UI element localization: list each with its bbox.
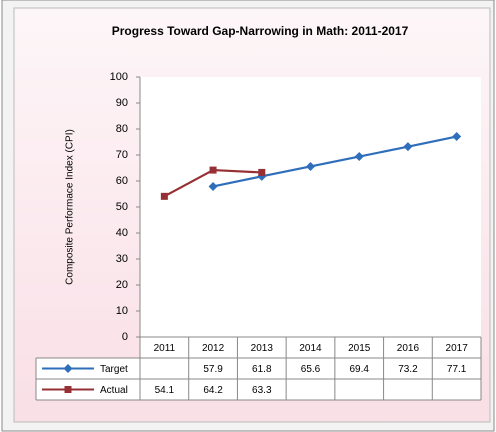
marker xyxy=(258,168,266,176)
x-tick-label: 2012 xyxy=(202,343,225,354)
table-value: 63.3 xyxy=(252,385,272,396)
legend-marker xyxy=(63,364,73,373)
chart-title: Progress Toward Gap-Narrowing in Math: 2… xyxy=(112,24,409,38)
y-tick-label: 80 xyxy=(116,123,128,135)
table-value: 64.2 xyxy=(203,385,223,396)
marker xyxy=(452,132,462,142)
x-tick-label: 2015 xyxy=(348,343,371,354)
x-tick-label: 2017 xyxy=(446,343,469,354)
table-value: 69.4 xyxy=(349,364,369,375)
table-value: 77.1 xyxy=(447,364,467,375)
y-tick-label: 30 xyxy=(116,253,128,265)
y-tick-label: 0 xyxy=(122,331,128,343)
y-tick-label: 20 xyxy=(116,279,128,291)
x-tick-label: 2016 xyxy=(397,343,420,354)
plot-area xyxy=(140,77,481,337)
y-tick-label: 10 xyxy=(116,305,128,317)
x-tick-label: 2013 xyxy=(251,343,274,354)
table-value: 61.8 xyxy=(252,364,272,375)
marker xyxy=(403,142,413,152)
marker xyxy=(208,181,218,191)
table-value: 54.1 xyxy=(155,385,175,396)
marker xyxy=(354,152,364,162)
table-value: 57.9 xyxy=(203,364,223,375)
y-tick-label: 100 xyxy=(110,71,128,83)
legend-label: Target xyxy=(100,364,128,375)
table-value: 73.2 xyxy=(398,364,418,375)
series-line xyxy=(212,135,457,188)
y-tick-label: 90 xyxy=(116,97,128,109)
marker xyxy=(160,192,168,200)
marker xyxy=(306,161,315,171)
legend-label: Actual xyxy=(100,385,128,396)
y-tick-label: 60 xyxy=(116,175,128,187)
x-tick-label: 2011 xyxy=(154,343,176,354)
y-tick-label: 70 xyxy=(116,149,128,161)
y-tick-label: 40 xyxy=(116,227,128,239)
y-axis-label: Composite Performace Index (CPI) xyxy=(65,129,76,285)
table-value: 65.6 xyxy=(301,364,321,375)
data-table-bg xyxy=(140,337,481,400)
y-tick-label: 50 xyxy=(116,201,128,213)
legend-marker xyxy=(64,386,72,393)
marker xyxy=(209,166,217,174)
x-tick-label: 2014 xyxy=(299,343,322,354)
